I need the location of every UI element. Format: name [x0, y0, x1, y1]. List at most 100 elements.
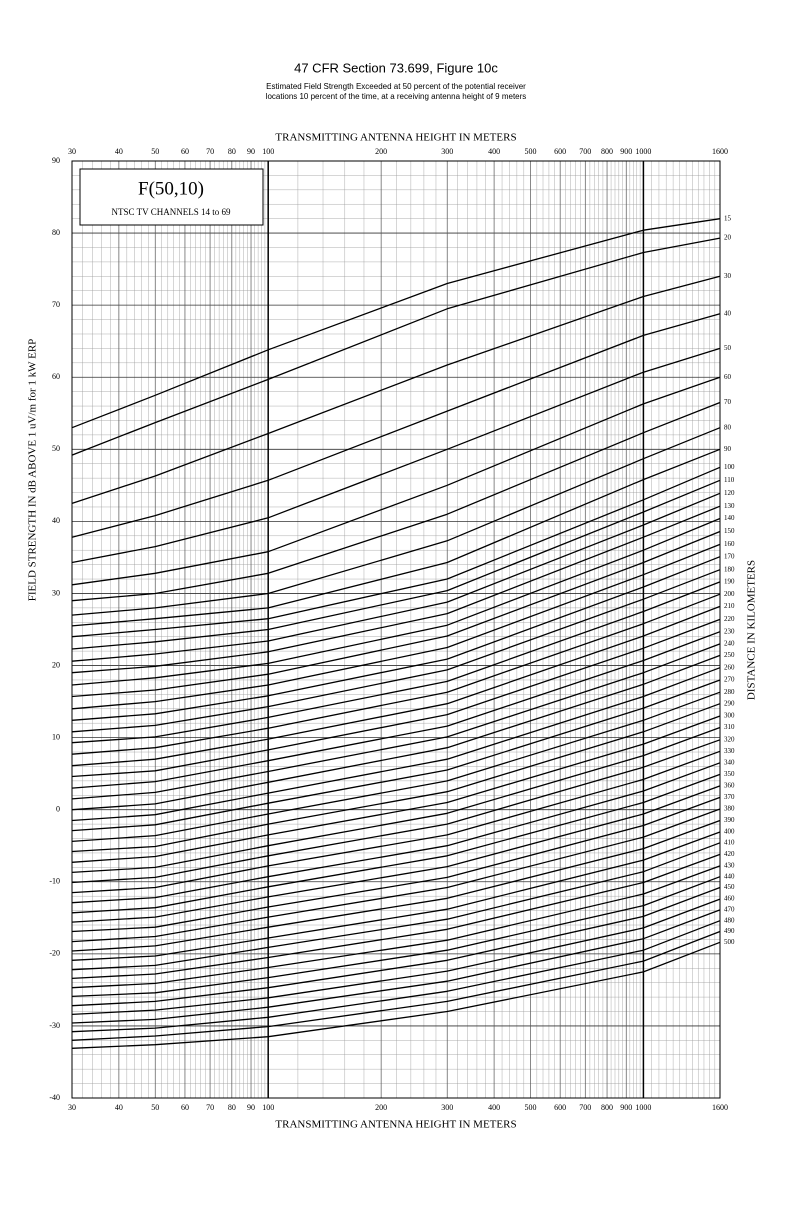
series-line [71, 479, 721, 650]
x-tick-label: 900 [620, 147, 632, 156]
series-label: 250 [724, 651, 735, 659]
series-line [71, 876, 721, 998]
series-line [71, 831, 721, 961]
y-tick-label: 50 [52, 444, 60, 453]
x-tick-label: 40 [115, 1103, 123, 1112]
series-label: 30 [724, 272, 732, 280]
plot-area: -40 -30 -20 -10 0 10 20 30 40 50 60 70 80 90 30 30 40 40 5… [49, 147, 735, 1112]
series-label: 300 [724, 712, 735, 720]
series-line [71, 886, 721, 1007]
y-tick-label: 70 [52, 300, 60, 309]
series-label: 130 [724, 502, 735, 510]
series-line [71, 785, 721, 923]
y-tick-label: 90 [52, 156, 60, 165]
series-line [71, 865, 721, 989]
x-tick-label: 1000 [635, 147, 651, 156]
series-label: 420 [724, 850, 735, 858]
x-tick-label: 100 [262, 147, 274, 156]
series-label: 460 [724, 895, 735, 903]
x-tick-label: 70 [206, 147, 214, 156]
chart-subtitle: Estimated Field Strength Exceeded at 50 … [266, 82, 526, 91]
series-label: 500 [724, 938, 735, 946]
series-line [71, 667, 721, 822]
series-line [71, 347, 721, 564]
x-tick-label: 80 [228, 147, 236, 156]
series-label: 350 [724, 770, 735, 778]
series-line [71, 618, 721, 778]
series-line [71, 853, 721, 980]
series-line [71, 492, 721, 662]
series-label: 70 [724, 398, 732, 406]
x-tick-label: 600 [554, 147, 566, 156]
y-tick-label: -30 [49, 1021, 60, 1030]
series-label: 270 [724, 676, 735, 684]
series-line [71, 275, 721, 505]
series-label: 20 [724, 234, 732, 242]
series-label: 430 [724, 862, 735, 870]
series-label: 260 [724, 663, 735, 671]
x-tick-label: 500 [524, 1103, 536, 1112]
series-line [71, 941, 721, 1049]
series-line [71, 643, 721, 800]
series-line [71, 691, 721, 843]
x-tick-label: 90 [247, 147, 255, 156]
series-label: 330 [724, 747, 735, 755]
series-line [71, 898, 721, 1016]
series-line [71, 376, 721, 586]
x-tick-label: 50 [151, 147, 159, 156]
series-label: 180 [724, 565, 735, 573]
y-tick-label: 0 [56, 805, 60, 814]
x-tick-label: 70 [206, 1103, 214, 1112]
y-tick-label: 60 [52, 372, 60, 381]
series-line [71, 773, 721, 914]
series-line [71, 569, 721, 733]
series-label: 50 [724, 344, 732, 352]
series-label: 470 [724, 905, 735, 913]
series-line [71, 762, 721, 904]
series-line [71, 703, 721, 853]
x-tick-label: 800 [601, 147, 613, 156]
series-label: 240 [724, 640, 735, 648]
series-label: 15 [724, 214, 732, 222]
series-label: 40 [724, 309, 732, 317]
series-line [71, 920, 721, 1033]
series-line [71, 796, 721, 933]
series-label: 480 [724, 916, 735, 924]
series-label: 140 [724, 514, 735, 522]
series-label: 100 [724, 463, 735, 471]
series-label: 220 [724, 615, 735, 623]
series-line [71, 427, 721, 616]
series-line [71, 739, 721, 884]
series-label: 440 [724, 872, 735, 880]
series-label: 310 [724, 723, 735, 731]
series-line [71, 581, 721, 744]
series-label: 110 [724, 476, 735, 484]
x-tick-label: 400 [488, 147, 500, 156]
series-label: 190 [724, 578, 735, 586]
series-line [71, 593, 721, 755]
series-line [71, 530, 721, 698]
series-line [71, 237, 721, 456]
series-line [71, 517, 721, 686]
y-tick-label: 10 [52, 732, 60, 741]
series-line [71, 726, 721, 874]
x-tick-label: 500 [524, 147, 536, 156]
x-axis-label: TRANSMITTING ANTENNA HEIGHT IN METERS [275, 132, 516, 144]
x-tick-label: 100 [262, 1103, 274, 1112]
x-tick-label: 200 [375, 147, 387, 156]
series-line [71, 715, 721, 863]
x-tick-label: 1600 [712, 147, 728, 156]
y-tick-label: 20 [52, 660, 60, 669]
y-axis-label: FIELD STRENGTH IN dB ABOVE 1 uV/m for 1 … [27, 339, 39, 602]
x-tick-label: 700 [579, 1103, 591, 1112]
series-line [71, 556, 721, 721]
series-label: 280 [724, 688, 735, 696]
y-tick-label: 80 [52, 228, 60, 237]
series-line [71, 218, 721, 429]
series-label: 450 [724, 883, 735, 891]
series-line [71, 654, 721, 811]
x-tick-label: 200 [375, 1103, 387, 1112]
series-line [71, 909, 721, 1024]
x-tick-label: 900 [620, 1103, 632, 1112]
